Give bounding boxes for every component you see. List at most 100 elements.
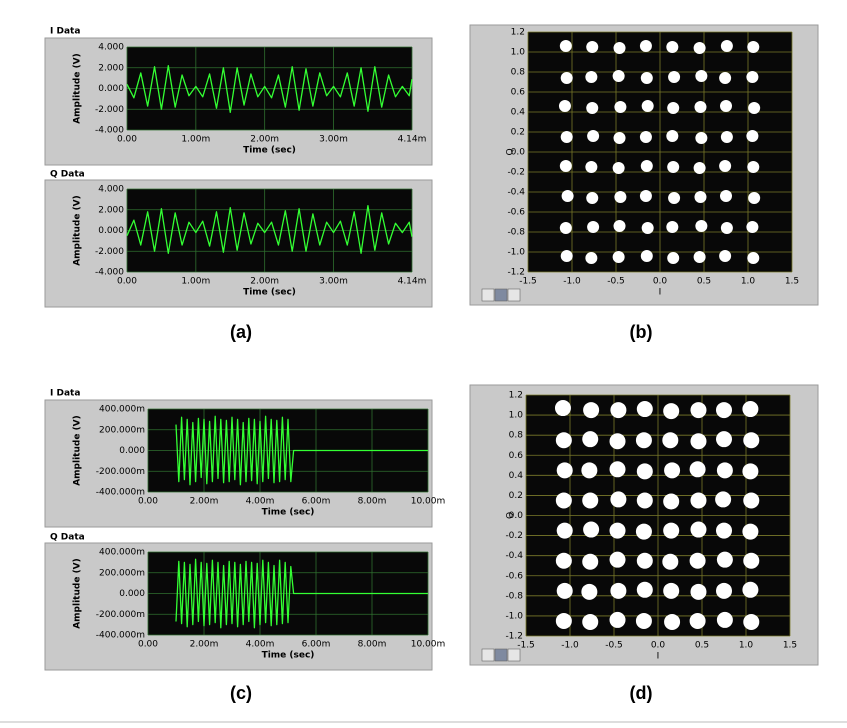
constellation-point <box>610 491 627 508</box>
graph-title: Q Data <box>50 533 85 543</box>
x-tick-label: 4.14m <box>398 135 427 145</box>
y-tick-label: 200.000m <box>99 568 145 578</box>
constellation-point <box>719 160 732 172</box>
x-tick-label: 8.00m <box>358 497 387 507</box>
constellation-point <box>639 131 652 143</box>
x-tick-label: -1.0 <box>561 641 579 651</box>
constellation-point <box>720 190 732 202</box>
constellation-point <box>695 70 708 82</box>
constellation-point <box>559 160 572 172</box>
y-tick-label: 400.000m <box>99 405 145 415</box>
graph-title: I Data <box>50 389 80 399</box>
constellation-point <box>585 252 598 264</box>
constellation-point <box>668 71 681 83</box>
constellation-point <box>742 463 759 480</box>
constellation-point <box>689 552 706 569</box>
constellation-point <box>582 553 599 570</box>
constellation-point <box>613 132 626 144</box>
y-tick-label: 0.4 <box>509 471 524 481</box>
x-tick-label: 1.00m <box>181 135 210 145</box>
constellation-point <box>716 582 732 599</box>
constellation-point <box>690 583 707 600</box>
constellation-point <box>689 612 706 629</box>
y-tick-label: 0.8 <box>509 431 524 441</box>
y-tick-label: 0.0 <box>509 511 524 521</box>
constellation-point <box>742 523 759 540</box>
constellation-point <box>664 462 681 479</box>
constellation-point <box>556 522 573 539</box>
constellation-point <box>556 462 573 479</box>
x-tick-label: -1.5 <box>519 277 537 287</box>
waveform <box>126 204 413 254</box>
y-tick-label: -0.6 <box>507 208 525 218</box>
x-tick-label: 1.00m <box>181 277 210 287</box>
constellation-point <box>720 222 733 234</box>
x-tick-label: 2.00m <box>190 640 219 650</box>
constellation-point <box>560 131 573 143</box>
y-tick-label: -2.000 <box>95 247 124 257</box>
graph-title: Q Data <box>50 170 85 180</box>
y-tick-label: -4.000 <box>95 126 124 136</box>
y-tick-label: -1.2 <box>507 268 525 278</box>
constellation-point <box>747 161 760 173</box>
caption: (c) <box>230 683 252 703</box>
constellation-point <box>582 613 599 630</box>
constellation-point <box>585 71 598 83</box>
constellation-point <box>690 521 707 538</box>
constellation-point <box>560 250 573 262</box>
x-tick-label: 6.00m <box>302 497 331 507</box>
constellation-point <box>716 402 732 419</box>
constellation-point <box>743 492 760 509</box>
y-tick-label: 4.000 <box>98 43 124 53</box>
y-tick-label: 0.6 <box>511 88 526 98</box>
constellation-point <box>747 252 760 264</box>
x-tick-label: 10.00m <box>411 640 446 650</box>
x-tick-label: 0.0 <box>653 277 668 287</box>
constellation-point <box>720 100 732 112</box>
constellation-point <box>582 492 599 509</box>
constellation-point <box>636 581 653 598</box>
y-tick-label: -400.000m <box>96 488 145 498</box>
x-tick-label: 0.0 <box>651 641 666 651</box>
constellation-point <box>743 552 760 569</box>
constellation-point <box>662 553 679 570</box>
constellation-point <box>743 613 760 630</box>
constellation-point <box>667 161 680 173</box>
x-tick-label: 0.5 <box>695 641 709 651</box>
constellation-point <box>582 431 599 448</box>
constellation-point <box>609 461 626 478</box>
constellation-point <box>662 432 679 449</box>
y-tick-label: 0.000 <box>98 226 124 236</box>
constellation-point <box>719 250 732 262</box>
x-tick-label: -0.5 <box>605 641 623 651</box>
constellation-point <box>587 130 600 142</box>
x-axis-label: Time (sec) <box>262 651 315 661</box>
y-tick-label: -200.000m <box>96 610 145 620</box>
x-tick-label: 1.0 <box>739 641 754 651</box>
y-tick-label: -1.0 <box>507 248 525 258</box>
x-tick-label: 8.00m <box>358 640 387 650</box>
caption: (d) <box>630 683 653 703</box>
y-tick-label: -200.000m <box>96 467 145 477</box>
constellation-point <box>667 252 680 264</box>
constellation-point <box>668 192 681 204</box>
constellation-point <box>640 160 653 172</box>
constellation-point <box>613 220 626 232</box>
x-tick-label: 4.00m <box>246 640 275 650</box>
constellation-point <box>693 162 706 174</box>
caption: (b) <box>630 322 653 342</box>
y-tick-label: -4.000 <box>95 268 124 278</box>
x-tick-label: -0.5 <box>607 277 625 287</box>
y-tick-label: -400.000m <box>96 631 145 641</box>
constellation-point <box>554 400 571 417</box>
y-axis-label: Amplitude (V) <box>73 195 83 266</box>
constellation-point <box>561 190 574 202</box>
y-tick-label: -0.2 <box>507 168 525 178</box>
constellation-point <box>581 462 598 479</box>
constellation-point <box>586 102 599 114</box>
constellation-point <box>556 582 573 599</box>
constellation-point <box>635 432 652 449</box>
y-tick-label: 200.000m <box>99 425 145 435</box>
y-tick-label: 2.000 <box>98 63 124 73</box>
